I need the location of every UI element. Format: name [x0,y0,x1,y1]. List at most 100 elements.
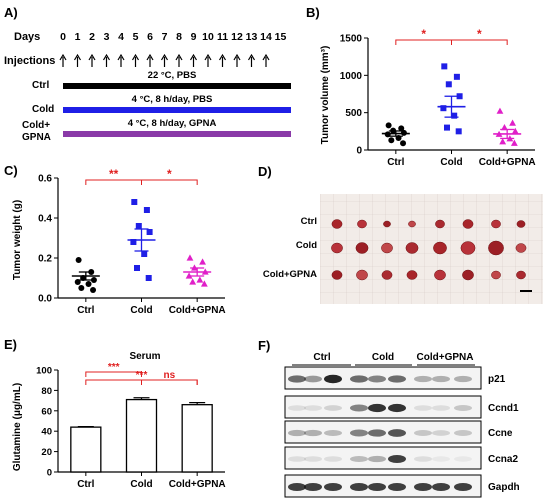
blot-band [368,482,386,492]
glu-bar [125,398,158,473]
blot-band [388,429,406,437]
tumor [488,240,504,256]
wt-sig-label: ** [109,167,119,181]
day-7: 7 [162,31,168,43]
day-5: 5 [133,31,139,43]
blot-band [324,374,342,384]
photo-row-cold: Cold [296,240,317,251]
vol-point [499,138,507,145]
vol-point [440,105,447,112]
group-cold-bar [63,107,291,113]
injections-label: Injections [4,55,55,67]
vol-point [501,124,508,131]
blot-band [350,375,368,383]
vol-xtick-label: Cold [440,157,462,165]
glu-ytick-label: 100 [36,366,52,377]
wt-xtick-label: Cold+GPNA [169,305,226,316]
scale-bar [520,290,532,292]
tumor-photo: Ctrl Cold Cold+GPNA [263,194,543,304]
blot-label-ccna2: Ccna2 [488,454,518,465]
blot-band [388,454,406,464]
blot-group-cold: Cold [372,352,394,363]
wt-point [85,281,92,287]
day-12: 12 [231,31,243,43]
tumor [331,219,343,229]
glu-xtick-label: Cold [130,479,152,490]
wt-point [196,276,204,283]
wt-point [134,265,140,271]
glu-sig-bracket [85,371,142,377]
vol-xtick-label: Cold+GPNA [479,157,536,165]
day-1: 1 [75,31,81,43]
group-ctrl-condition: 22 °C, PBS [148,70,197,81]
injection-arrowhead [59,53,67,61]
blot-band [432,375,450,383]
panel-f: F) Ctrl Cold Cold+GPNA p21 Ccnd1 Ccne Ccna2… [255,330,550,504]
tumor-volume-ylabel: Tumor volume (mm³) [320,46,331,145]
blot-band [288,405,306,411]
tumor [515,243,527,253]
blot-band [324,482,342,492]
tumor [355,242,369,254]
injection-arrowhead [175,53,183,61]
vol-point [441,63,448,70]
blot-label-p21: p21 [488,374,506,385]
blot-ccna2 [284,446,482,470]
day-14: 14 [260,31,272,43]
blot-band [304,375,322,383]
glu-bar [70,426,102,473]
day-9: 9 [191,31,197,43]
western-blot: Ctrl Cold Cold+GPNA p21 Ccnd1 Ccne Ccna2 Gap… [284,352,520,498]
blot-band [432,482,450,492]
blot-band [414,405,432,411]
glu-sig-bracket [141,379,198,385]
tumor [462,219,474,229]
blot-band [304,482,322,492]
wt-point [185,272,193,279]
tumor [491,270,501,280]
glu-xtick-label: Cold+GPNA [169,479,226,490]
vol-point [496,107,504,114]
wt-point [143,207,150,213]
blot-band [304,405,322,411]
blot-band [368,375,386,383]
glu-ytick-label: 0 [47,468,52,479]
vol-point [400,140,407,147]
panel-e: E) Serum Glutamine (μg/mL) 0 20 40 60 80 100 C… [0,332,240,504]
tumor [408,220,416,228]
vol-sig-label: * [421,27,426,41]
blot-band [414,456,432,462]
day-2: 2 [89,31,95,43]
tumor [381,242,393,254]
wt-point [199,258,206,265]
tumor [435,219,445,229]
glu-sig-label: ns [163,370,175,381]
tumor [406,270,418,280]
glu-ytick-label: 20 [41,447,52,458]
wt-xtick-label: Ctrl [77,305,94,316]
blot-band [414,482,432,492]
group-ctrl-name: Ctrl [32,80,49,91]
panel-a: A) Days 0 1 2 3 4 5 6 7 8 9 10 11 12 13 14 15 Injection… [0,0,300,155]
tumor [491,219,501,229]
vol-point [385,122,392,129]
glu-ytick-label: 40 [41,427,52,438]
blot-band [350,455,368,463]
tumor [331,270,343,280]
group-gpna-name-2: GPNA [22,132,51,143]
panel-a-label: A) [4,5,18,20]
injection-arrowhead [146,53,154,61]
blot-band [304,456,322,462]
wt-point [90,287,97,293]
wt-point [78,285,85,291]
blot-band [388,482,406,492]
group-gpna-bar [63,131,291,137]
tumor [383,220,391,228]
panel-d-label: D) [258,164,272,179]
panel-e-label: E) [4,337,17,352]
panel-b: B) Tumor volume (mm³) 0 500 1000 1500 Ctrl Co… [300,0,550,165]
blot-band [288,482,306,492]
blot-band [432,405,450,411]
group-cold-condition: 4 °C, 8 h/day, PBS [132,94,213,105]
tumor [331,242,343,254]
